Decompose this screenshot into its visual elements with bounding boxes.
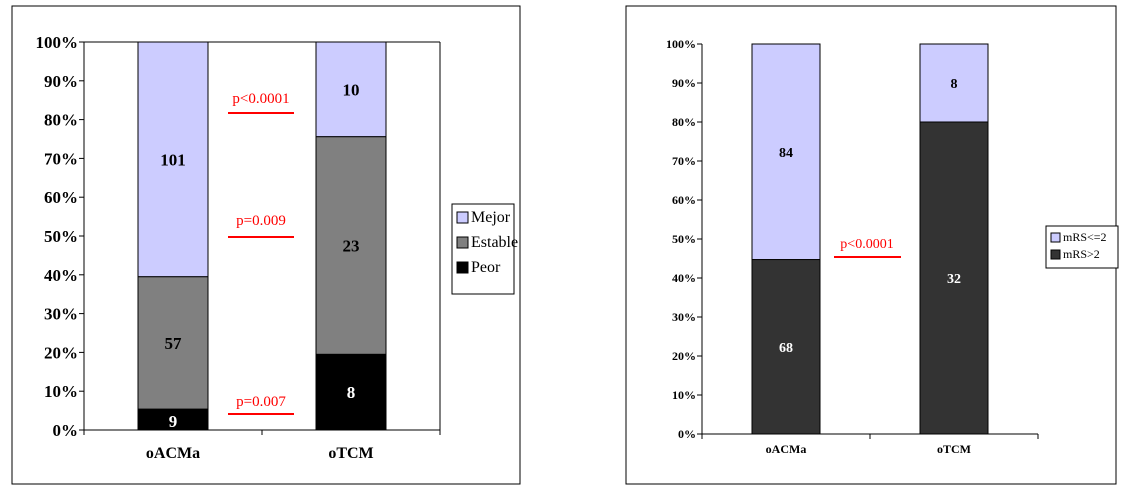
y-tick-label: 90% bbox=[44, 72, 78, 91]
y-tick-label: 80% bbox=[44, 111, 78, 130]
data-label: 23 bbox=[343, 236, 360, 255]
y-tick-label: 0% bbox=[53, 421, 79, 440]
data-label: 57 bbox=[165, 334, 183, 353]
legend-swatch bbox=[456, 261, 469, 274]
y-tick-label: 20% bbox=[44, 343, 78, 362]
y-tick-label: 70% bbox=[44, 149, 78, 168]
chart-right: 0% 10% 20% 30% 40% 50% 60% 70% 80% 90% 100% 68 84 oA… bbox=[625, 5, 1119, 485]
y-tick-label: 10% bbox=[44, 382, 78, 401]
y-tick-label: 30% bbox=[672, 310, 696, 324]
data-label: 9 bbox=[169, 412, 178, 431]
y-tick-label: 20% bbox=[672, 349, 696, 363]
data-label: 8 bbox=[347, 383, 356, 402]
legend-swatch bbox=[456, 236, 469, 249]
bar-segment bbox=[315, 41, 387, 138]
bar-segment bbox=[751, 43, 821, 261]
bar-segment bbox=[137, 41, 209, 278]
chart-left: 0%10%20%30%40%50%60%70%80%90%100% 957101… bbox=[11, 5, 521, 485]
legend-swatch bbox=[1050, 232, 1061, 243]
legend-swatch bbox=[456, 211, 469, 224]
p-value-label: p<0.0001 bbox=[232, 91, 289, 107]
y-tick-label: 50% bbox=[672, 232, 696, 246]
chart-panel-left: 0% 10% 20% 30% 40% 50% 60% 70% 80% 90% 100% 9 57 101… bbox=[0, 0, 525, 493]
y-tick-label: 50% bbox=[44, 227, 78, 246]
y-tick-label: 100% bbox=[666, 37, 696, 51]
p-value-label: p=0.009 bbox=[236, 213, 286, 229]
x-category-label: oACMa bbox=[766, 442, 807, 456]
legend-label: mRS<=2 bbox=[1063, 230, 1107, 244]
y-tick-label: 40% bbox=[44, 266, 78, 285]
bar-segment bbox=[137, 276, 209, 410]
data-label: 101 bbox=[160, 150, 186, 169]
chart-frame bbox=[625, 5, 1117, 485]
y-tick-label: 100% bbox=[36, 33, 79, 52]
x-category-label: oACMa bbox=[146, 445, 200, 462]
y-tick-label: 60% bbox=[672, 193, 696, 207]
legend-label: mRS>2 bbox=[1063, 247, 1100, 261]
legend-swatch bbox=[1050, 249, 1061, 260]
data-label: 8 bbox=[951, 77, 958, 92]
y-tick-label: 10% bbox=[672, 388, 696, 402]
legend-label: Peor bbox=[471, 259, 501, 276]
y-tick-label: 90% bbox=[672, 76, 696, 90]
x-category-label: oTCM bbox=[937, 442, 971, 456]
y-tick-label: 70% bbox=[672, 154, 696, 168]
data-label: 32 bbox=[947, 272, 961, 287]
data-label: 68 bbox=[779, 341, 793, 356]
y-tick-label: 60% bbox=[44, 188, 78, 207]
x-category-label: oTCM bbox=[328, 445, 373, 462]
chart-panel-right: 0% 10% 20% 30% 40% 50% 60% 70% 80% 90% 100% 68 84 oA… bbox=[560, 0, 1120, 493]
y-tick-label: 40% bbox=[672, 271, 696, 285]
chart-frame bbox=[11, 5, 521, 485]
y-tick-label: 0% bbox=[678, 427, 696, 441]
legend-label: Estable bbox=[471, 234, 518, 251]
bar-segment bbox=[919, 121, 989, 435]
y-tick-label: 80% bbox=[672, 115, 696, 129]
p-value-label: p<0.0001 bbox=[840, 237, 893, 252]
legend-label: Mejor bbox=[471, 209, 511, 226]
data-label: 84 bbox=[779, 146, 793, 161]
bar-segment bbox=[919, 43, 989, 123]
bar-segment bbox=[751, 259, 821, 435]
data-label: 10 bbox=[343, 80, 360, 99]
y-tick-label: 30% bbox=[44, 305, 78, 324]
p-value-label: p=0.007 bbox=[236, 394, 286, 410]
